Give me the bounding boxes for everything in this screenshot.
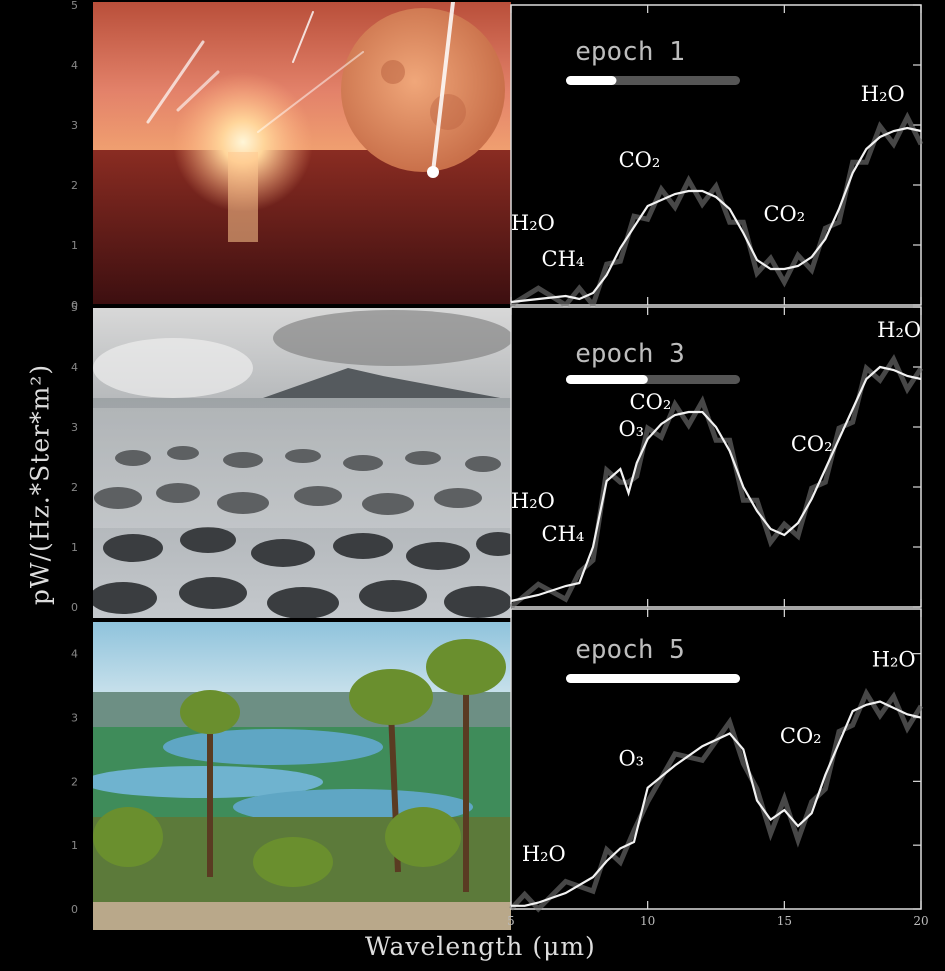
spectrum-panel-3: 0 1 2 3 4 5 10 15 20 H₂O O₃ CO₂ H₂O epoch 5 <box>71 608 929 928</box>
molecule-label: O₃ <box>618 417 644 441</box>
molecule-label: CO₂ <box>780 724 822 748</box>
spectrum-line <box>511 700 922 907</box>
y-tick-label: 3 <box>71 421 78 434</box>
forest-wetland-scene-image <box>93 622 511 930</box>
molecule-label: H₂O <box>872 647 916 671</box>
spectrum-noise <box>509 111 924 311</box>
plot-frame <box>510 608 922 910</box>
molecule-label: CO₂ <box>630 390 672 414</box>
molecule-label: CO₂ <box>791 432 833 456</box>
epoch-title: epoch 1 <box>575 37 685 67</box>
early-earth-scene-image <box>93 2 511 304</box>
y-tick-label: 3 <box>71 119 78 132</box>
y-tick-label: 2 <box>71 775 78 788</box>
y-tick-label: 3 <box>71 712 78 725</box>
spectrum-line <box>510 365 922 603</box>
y-tick-label: 0 <box>71 299 78 312</box>
molecule-label: H₂O <box>877 318 921 342</box>
spectrum-panel-1: 0 1 2 3 4 5 H₂O CH₄ CO₂ CO₂ H₂O epoch 1 <box>71 0 924 312</box>
y-tick-label: 5 <box>71 0 78 12</box>
molecule-label: CO₂ <box>763 202 805 226</box>
y-tick-label: 2 <box>71 481 78 494</box>
epoch-title: epoch 5 <box>575 635 685 665</box>
x-axis-label: Wavelength (μm) <box>365 932 596 961</box>
y-tick-label: 0 <box>71 903 78 916</box>
molecule-label: CH₄ <box>542 522 585 546</box>
y-tick-label: 5 <box>71 301 78 314</box>
spectrum-panel-2: 0 1 2 3 4 5 H₂O CH₄ CO₂ O₃ CO₂ H₂O epoch 3 <box>71 301 924 614</box>
epoch-progress-fill <box>566 76 617 85</box>
molecule-label: H₂O <box>522 842 566 866</box>
molecule-label: O₃ <box>618 746 644 770</box>
y-tick-label: 0 <box>71 601 78 614</box>
x-tick-label: 15 <box>777 914 792 928</box>
epoch-progress-fill <box>566 674 740 683</box>
stromatolite-scene-image <box>93 308 511 618</box>
y-tick-label: 1 <box>71 839 78 852</box>
y-tick-label: 1 <box>71 239 78 252</box>
y-tick-label: 4 <box>71 361 78 374</box>
molecule-label: H₂O <box>861 82 905 106</box>
y-tick-label: 4 <box>71 59 78 72</box>
x-tick-label: 5 <box>507 914 515 928</box>
y-tick-label: 1 <box>71 541 78 554</box>
molecule-label: H₂O <box>511 211 555 235</box>
molecule-label: CO₂ <box>619 148 661 172</box>
x-tick-label: 20 <box>913 914 928 928</box>
epoch-progress-fill <box>566 375 648 384</box>
molecule-label: H₂O <box>511 489 555 513</box>
x-tick-label: 10 <box>640 914 655 928</box>
y-tick-label: 2 <box>71 179 78 192</box>
y-tick-label: 4 <box>71 648 78 661</box>
spectrum-line <box>510 126 922 304</box>
molecule-label: CH₄ <box>542 247 585 271</box>
plot-frame <box>510 306 922 608</box>
plot-frame <box>510 4 922 306</box>
epoch-title: epoch 3 <box>575 339 685 369</box>
